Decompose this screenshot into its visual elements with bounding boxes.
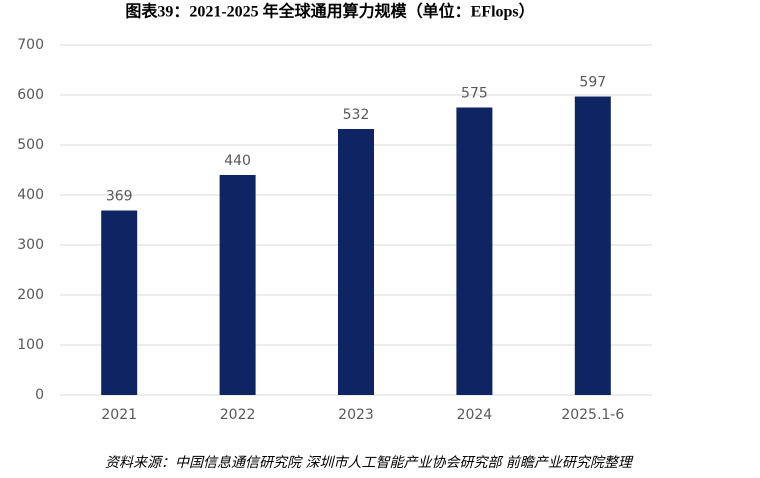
x-tick-label: 2023 <box>338 407 374 423</box>
bar <box>574 96 611 395</box>
y-tick-label: 300 <box>17 237 44 253</box>
x-tick-label: 2021 <box>101 407 137 423</box>
y-tick-label: 500 <box>17 137 44 153</box>
data-label: 440 <box>224 153 251 169</box>
data-label: 597 <box>579 75 606 91</box>
bar <box>456 107 493 395</box>
data-label: 575 <box>461 86 488 102</box>
chart-title: 图表39：2021-2025 年全球通用算力规模（单位：EFlops） <box>125 2 534 21</box>
x-tick-label: 2025.1-6 <box>561 407 624 423</box>
bar <box>338 129 374 395</box>
y-tick-label: 700 <box>17 37 44 53</box>
y-tick-label: 200 <box>17 287 44 303</box>
x-tick-label: 2024 <box>457 407 493 423</box>
data-label: 532 <box>343 107 370 123</box>
y-tick-label: 600 <box>17 87 44 103</box>
y-tick-label: 100 <box>17 337 44 353</box>
y-tick-label: 400 <box>17 187 44 203</box>
y-tick-label: 0 <box>35 387 44 403</box>
bar <box>219 175 256 395</box>
bar <box>101 210 138 395</box>
x-tick-label: 2022 <box>220 407 256 423</box>
source-note: 资料来源：中国信息通信研究院 深圳市人工智能产业协会研究部 前瞻产业研究院整理 <box>105 455 634 471</box>
data-label: 369 <box>106 189 133 205</box>
